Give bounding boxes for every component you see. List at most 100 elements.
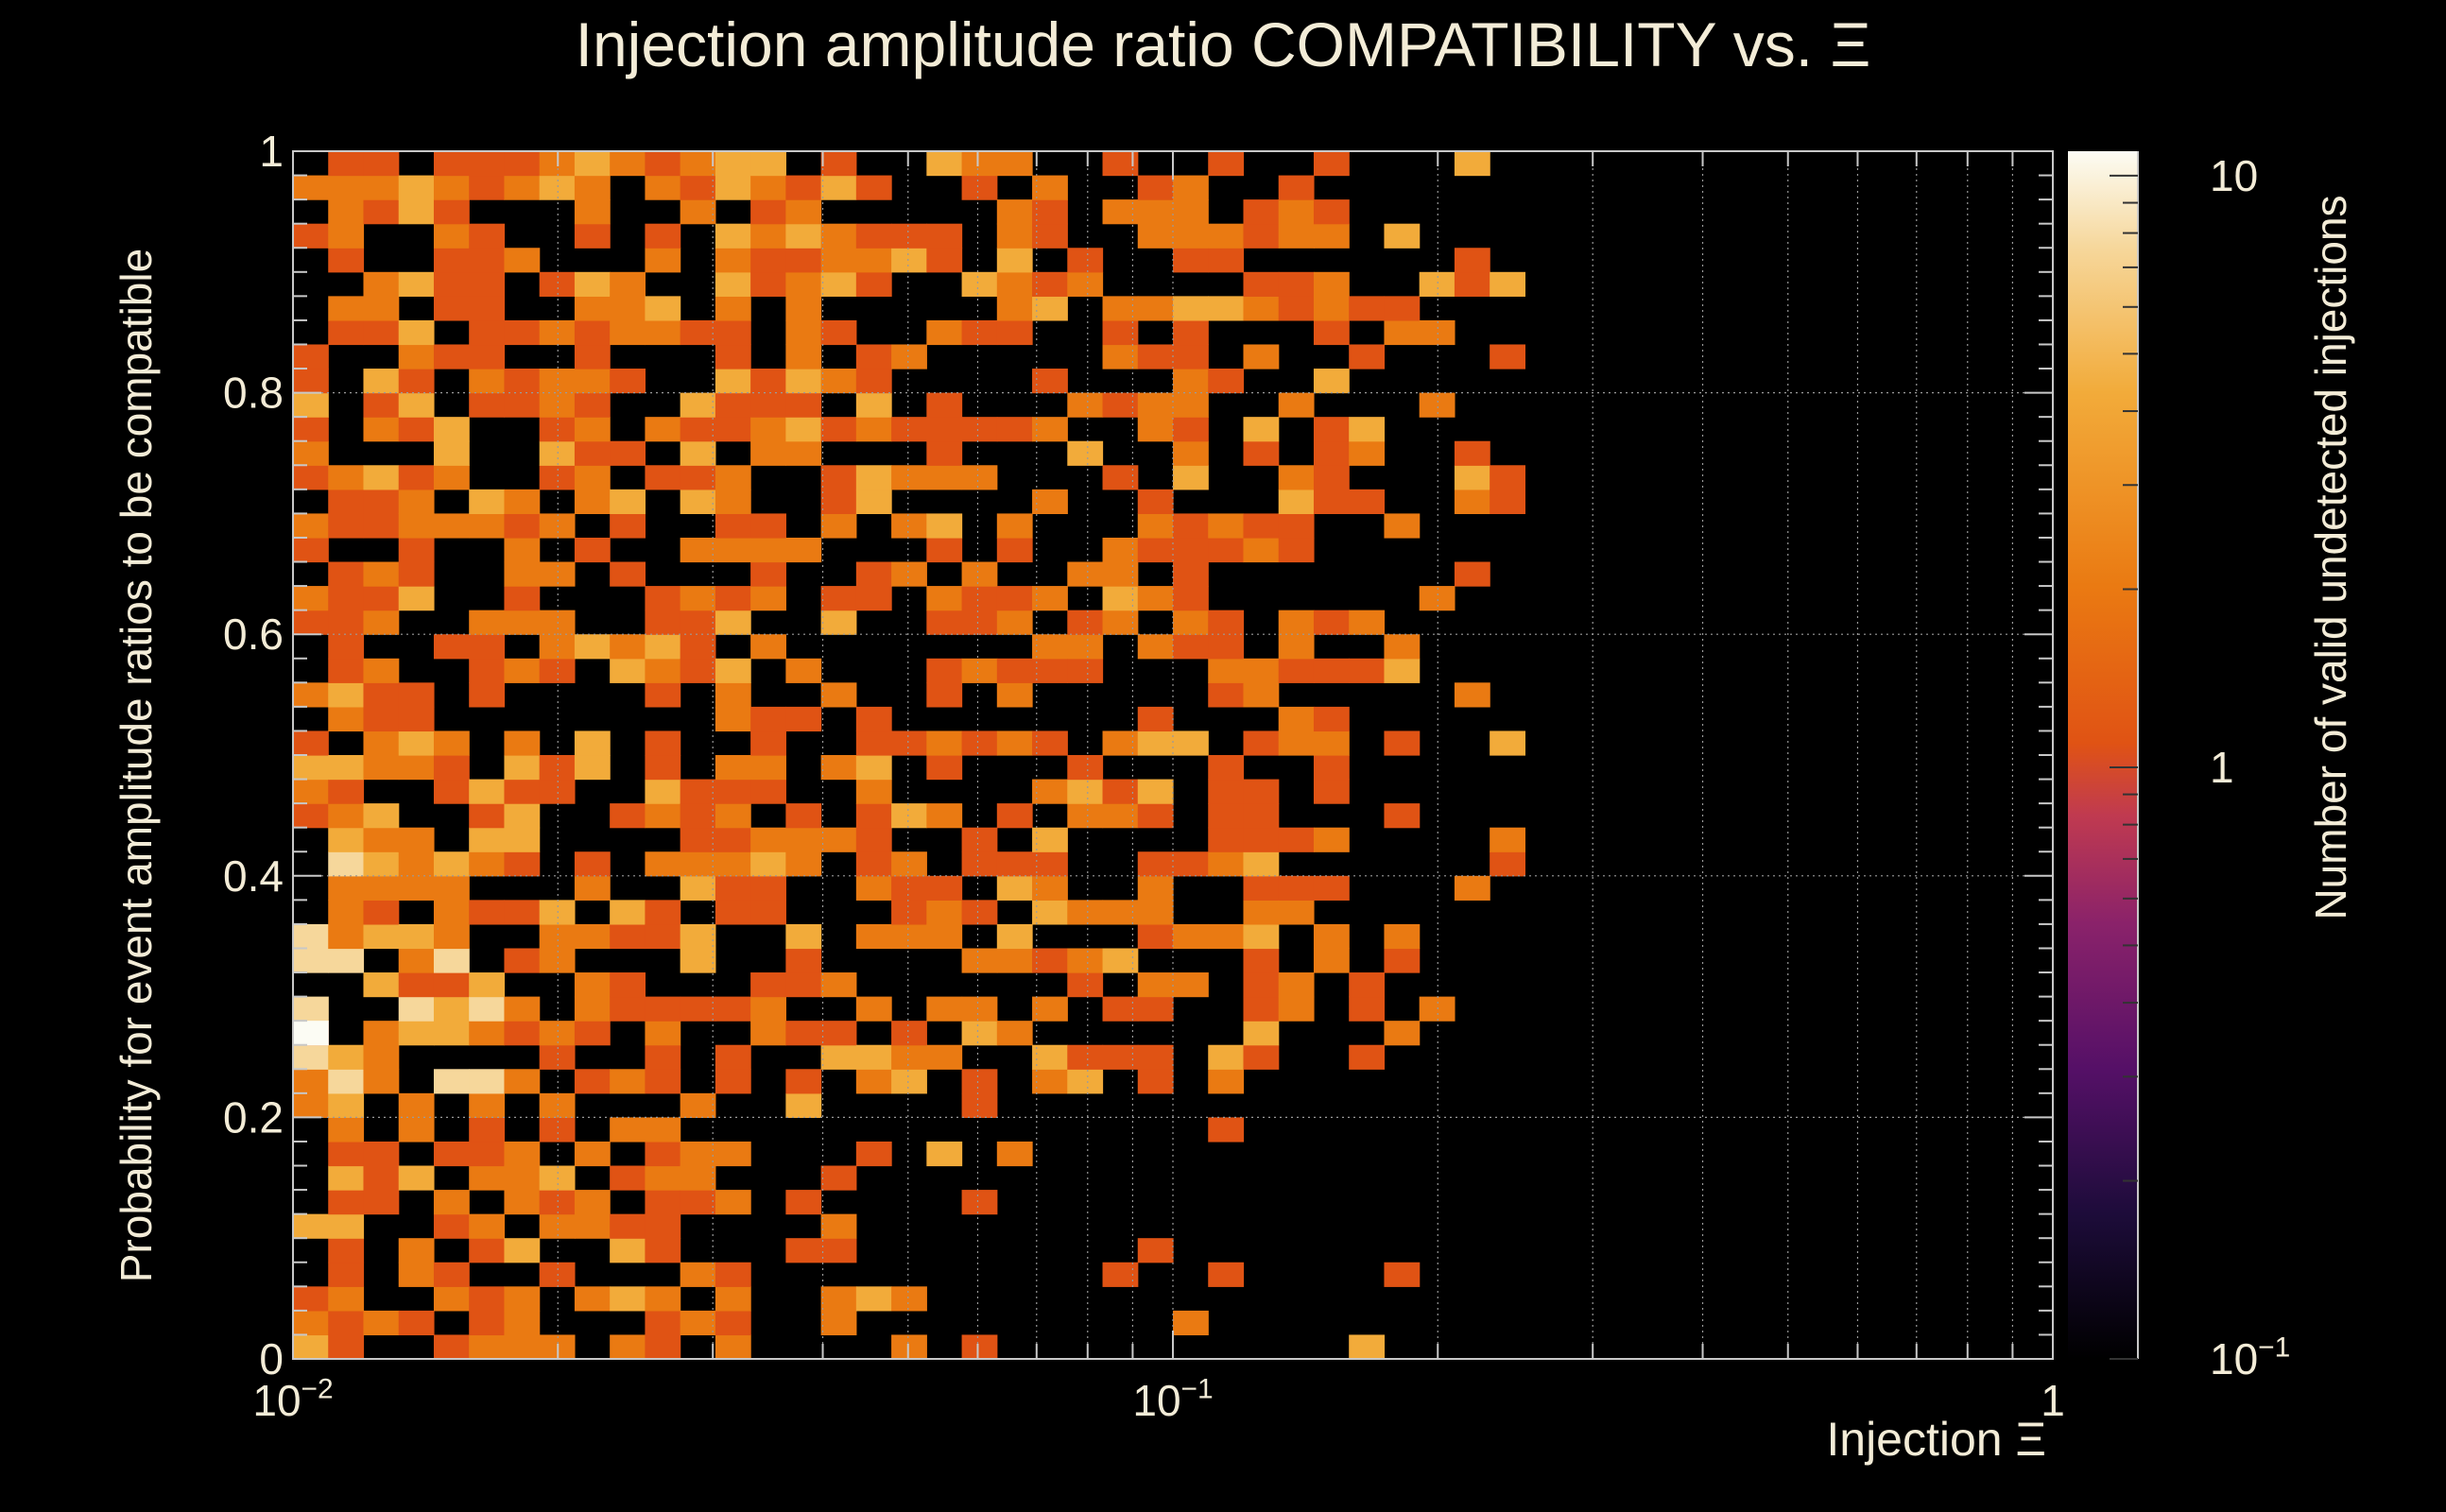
heatmap-cell [855, 1044, 892, 1070]
heatmap-cell [750, 972, 786, 998]
heatmap-cell [680, 1165, 716, 1191]
heatmap-cell [504, 658, 541, 683]
heatmap-cell [328, 1165, 365, 1191]
heatmap-cell [926, 682, 963, 708]
heatmap-cell [293, 610, 329, 635]
heatmap-cell [539, 271, 576, 297]
heatmap-cell [750, 730, 786, 756]
heatmap-cell [715, 803, 751, 829]
heatmap-cell [926, 1044, 963, 1070]
heatmap-cell [750, 513, 786, 539]
heatmap-cell [398, 392, 435, 418]
heatmap-cell [1137, 537, 1174, 563]
heatmap-cell [293, 1334, 329, 1360]
heatmap-cell [1419, 392, 1456, 418]
heatmap-cell [715, 827, 751, 852]
heatmap-cell [1032, 296, 1068, 321]
heatmap-cell [1490, 465, 1525, 490]
heatmap-cell [820, 1213, 857, 1239]
heatmap-cell [363, 923, 400, 950]
heatmap-cell [715, 465, 751, 490]
heatmap-cell [1384, 223, 1421, 249]
heatmap-cell [433, 1213, 470, 1239]
heatmap-cell [715, 1286, 751, 1312]
heatmap-cell [680, 948, 716, 973]
heatmap-cell [293, 1092, 329, 1118]
heatmap-cell [539, 369, 576, 394]
heatmap-cell [645, 586, 681, 611]
heatmap-cell [855, 996, 892, 1022]
heatmap-cell [469, 344, 506, 369]
heatmap-cell [926, 996, 963, 1022]
heatmap-cell [398, 972, 435, 998]
heatmap-cell [750, 996, 786, 1022]
heatmap-cell [785, 1190, 822, 1215]
heatmap-cell [1349, 658, 1386, 683]
heatmap-cell [1137, 851, 1174, 877]
heatmap-cell [574, 465, 611, 490]
heatmap-cell [1032, 417, 1068, 442]
heatmap-cell [1313, 923, 1350, 950]
heatmap-cell [469, 1334, 506, 1360]
heatmap-cell [891, 851, 927, 877]
heatmap-cell [996, 610, 1033, 635]
heatmap-cell [996, 296, 1033, 321]
heatmap-cell [1454, 271, 1490, 297]
heatmap-cell [363, 610, 400, 635]
heatmap-cell [469, 996, 506, 1022]
heatmap-cell [680, 465, 716, 490]
heatmap-cell [645, 730, 681, 756]
x-axis: 10−2 10−1 1 [252, 151, 2065, 1425]
heatmap-cell [820, 151, 857, 177]
heatmap-cell [433, 465, 470, 490]
heatmap-cell [715, 417, 751, 442]
heatmap-cell [1384, 319, 1421, 346]
heatmap-cell [926, 875, 963, 901]
heatmap-cell [504, 1286, 541, 1312]
heatmap-cell [433, 1021, 470, 1046]
heatmap-cell [1278, 489, 1315, 514]
heatmap-cell [785, 706, 822, 732]
heatmap-cell [1208, 296, 1245, 321]
heatmap-cell [926, 440, 963, 466]
heatmap-cell [398, 586, 435, 611]
heatmap-cell [293, 996, 329, 1022]
heatmap-cell [996, 586, 1033, 611]
heatmap-cell [785, 923, 822, 950]
heatmap-cell [574, 151, 611, 177]
heatmap-cell [715, 223, 751, 249]
heatmap-cell [433, 851, 470, 877]
heatmap-cell [539, 1117, 576, 1143]
heatmap-cell [293, 417, 329, 442]
heatmap-cell [1243, 658, 1280, 683]
heatmap-cell [433, 175, 470, 200]
heatmap-cell [855, 392, 892, 418]
heatmap-cell [645, 634, 681, 660]
heatmap-cell [891, 875, 927, 901]
heatmap-cell [610, 1117, 646, 1143]
heatmap-cell [680, 996, 716, 1022]
heatmap-cell [398, 827, 435, 852]
heatmap-cell [469, 1021, 506, 1046]
heatmap-cell [891, 900, 927, 925]
heatmap-cell [469, 319, 506, 346]
heatmap-cell [680, 610, 716, 635]
heatmap-cell [785, 223, 822, 249]
heatmap-cell [433, 948, 470, 973]
heatmap-cell [715, 586, 751, 611]
heatmap-cell [820, 319, 857, 346]
heatmap-cell [504, 803, 541, 829]
heatmap-cell [1278, 223, 1315, 249]
heatmap-cell [1313, 319, 1350, 346]
heatmap-cell [293, 803, 329, 829]
heatmap-cell [1490, 827, 1525, 852]
x-axis-label: Injection Ξ [1826, 1413, 2046, 1466]
heatmap-cell [715, 1310, 751, 1336]
heatmap-cell [328, 513, 365, 539]
heatmap-cell [1384, 803, 1421, 829]
heatmap-cell [1137, 900, 1174, 925]
heatmap-cell [574, 537, 611, 563]
heatmap-cell [398, 175, 435, 200]
heatmap-cell [328, 827, 365, 852]
heatmap-cell [1032, 223, 1068, 249]
